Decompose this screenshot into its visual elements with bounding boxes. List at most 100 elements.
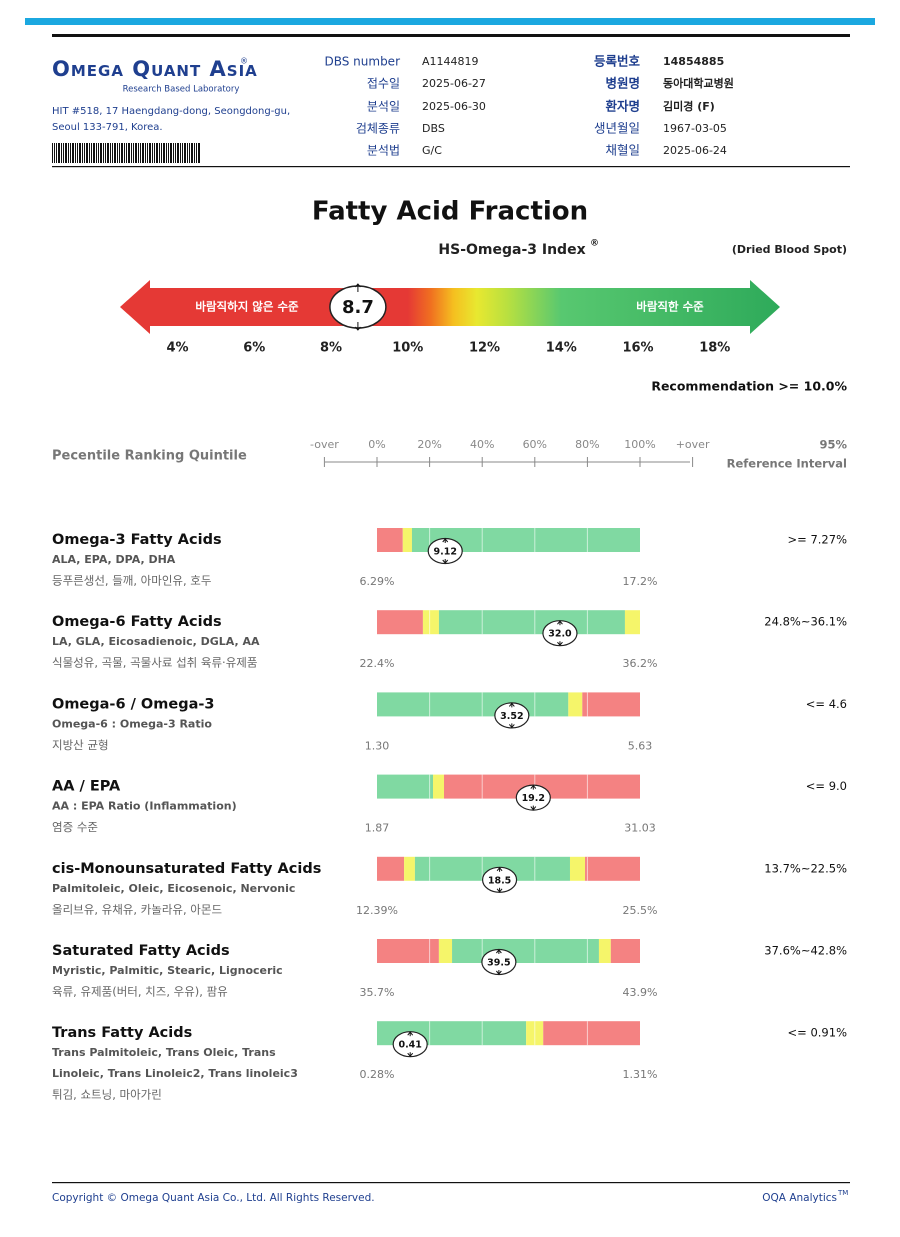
- row-subtitle: ALA, EPA, DPA, DHA: [52, 553, 176, 566]
- field-value: A1144819: [422, 55, 479, 68]
- value-marker-arrow: [508, 702, 515, 707]
- range-max-label: 17.2%: [623, 575, 658, 588]
- tagline: Research Based Laboratory: [123, 85, 240, 95]
- percentile-tick-label: +over: [676, 438, 710, 451]
- value-marker-arrow: [495, 949, 502, 954]
- range-zone: [585, 856, 640, 881]
- value-label: 0.41: [398, 1040, 421, 1051]
- range-zone: [377, 528, 403, 552]
- range-zone: [582, 692, 640, 717]
- gauge-tick-label: 16%: [622, 341, 653, 356]
- range-max-label: 31.03: [624, 822, 656, 835]
- row-note: 등푸른생선, 들깨, 아마인유, 호두: [52, 574, 211, 588]
- percentile-tick-label: 20%: [417, 438, 441, 451]
- value-marker-arrow: [442, 559, 449, 564]
- value-marker-arrow: [496, 888, 503, 893]
- address: HIT #518, 17 Haengdang-dong, Seongdong-g…: [52, 106, 290, 117]
- footer-rule: [52, 1182, 850, 1184]
- logo: Omega Quant Asia: [52, 57, 258, 81]
- field-label: 분석일: [367, 100, 400, 114]
- range-zone: [433, 774, 445, 799]
- row-name: Saturated Fatty Acids: [52, 943, 230, 959]
- range-min-label: 12.39%: [356, 904, 398, 917]
- ref-title: 95%: [819, 438, 847, 452]
- row-name: Omega-6 Fatty Acids: [52, 614, 222, 630]
- field-label: DBS number: [324, 55, 400, 69]
- range-min-label: 6.29%: [360, 575, 395, 588]
- row-note: 튀김, 쇼트닝, 마아가린: [52, 1088, 162, 1102]
- row-subtitle: AA : EPA Ratio (Inflammation): [52, 800, 237, 813]
- field-label: 병원명: [605, 76, 640, 91]
- gauge-marker-arrow: [355, 283, 361, 288]
- row-subtitle: LA, GLA, Eicosadienoic, DGLA, AA: [52, 635, 260, 648]
- field-value: 2025-06-24: [663, 144, 727, 157]
- copyright: Copyright © Omega Quant Asia Co., Ltd. A…: [52, 1192, 375, 1204]
- value-label: 18.5: [488, 875, 511, 886]
- value-marker-arrow: [508, 724, 515, 729]
- range-zone: [452, 939, 599, 963]
- index-gauge: [120, 280, 780, 334]
- row-reference: 37.6%~42.8%: [764, 944, 847, 958]
- brand: OQA Analytics: [762, 1192, 837, 1204]
- row-reference: 24.8%~36.1%: [764, 615, 847, 629]
- gauge-tick-label: 18%: [699, 341, 730, 356]
- range-min-label: 0.28%: [360, 1068, 395, 1081]
- range-max-label: 43.9%: [623, 986, 658, 999]
- gauge-value: 8.7: [342, 297, 374, 318]
- gauge-tick-label: 6%: [243, 341, 265, 356]
- value-label: 39.5: [487, 958, 510, 969]
- high-label: 바람직한 수준: [636, 300, 704, 314]
- field-value: DBS: [422, 122, 445, 135]
- range-min-label: 1.87: [365, 822, 390, 835]
- row-reference: <= 4.6: [806, 697, 847, 711]
- range-zone: [422, 610, 439, 635]
- field-label: 분석법: [367, 144, 400, 158]
- field-label: 검체종류: [356, 122, 400, 136]
- range-zone: [377, 774, 434, 799]
- value-marker-arrow: [530, 806, 537, 811]
- header-fields: DBS number A1144819 접수일 2025-06-27 분석일 2025-0…: [324, 54, 733, 158]
- barcode: [52, 143, 200, 163]
- range-zone: [438, 939, 453, 963]
- range-zone: [438, 610, 625, 635]
- logo-mark: ®: [240, 57, 248, 66]
- value-marker-arrow: [442, 538, 449, 543]
- row-note: 육류, 유제품(버터, 치즈, 우유), 팜유: [52, 985, 228, 999]
- page-title: Fatty Acid Fraction: [312, 197, 588, 227]
- low-label: 바람직하지 않은 수준: [195, 300, 299, 314]
- value-label: 32.0: [548, 629, 572, 640]
- row-name: AA / EPA: [52, 779, 121, 795]
- field-value: 동아대학교병원: [663, 76, 734, 90]
- range-zone: [377, 939, 439, 963]
- field-value: 2025-06-27: [422, 77, 486, 90]
- range-max-label: 25.5%: [623, 904, 658, 917]
- field-value: G/C: [422, 144, 442, 157]
- gauge-marker-arrow: [355, 326, 361, 331]
- brand-mark: TM: [837, 1189, 848, 1197]
- row-name: cis-Monounsaturated Fatty Acids: [52, 861, 321, 877]
- header-rule: [52, 34, 850, 37]
- range-zone: [377, 692, 569, 717]
- range-zone: [568, 692, 583, 717]
- field-value: 2025-06-30: [422, 100, 486, 113]
- field-label: 환자명: [605, 99, 640, 114]
- range-zone: [598, 939, 611, 963]
- gauge-tick-label: 10%: [392, 341, 423, 356]
- range-zone: [402, 528, 412, 552]
- value-marker-arrow: [407, 1052, 414, 1057]
- sample-type: (Dried Blood Spot): [732, 243, 847, 256]
- value-label: 9.12: [433, 547, 456, 558]
- top-band: [25, 18, 875, 25]
- range-min-label: 1.30: [365, 739, 390, 752]
- range-zone: [377, 610, 423, 635]
- row-reference: 13.7%~22.5%: [764, 861, 847, 875]
- field-label: 접수일: [367, 77, 400, 91]
- range-max-label: 36.2%: [623, 657, 658, 670]
- content: 4% 6% 8% 10% 12% 14% 16% 18% 8.7 -over 0% 20% 40% 60%…: [52, 283, 847, 1102]
- row-note: 올리브유, 유채유, 카놀라유, 아몬드: [52, 902, 222, 916]
- value-marker-arrow: [495, 970, 502, 975]
- percentile-tick-label: 40%: [470, 438, 494, 451]
- range-zone: [569, 856, 586, 881]
- field-value: 김미경 (F): [663, 99, 715, 113]
